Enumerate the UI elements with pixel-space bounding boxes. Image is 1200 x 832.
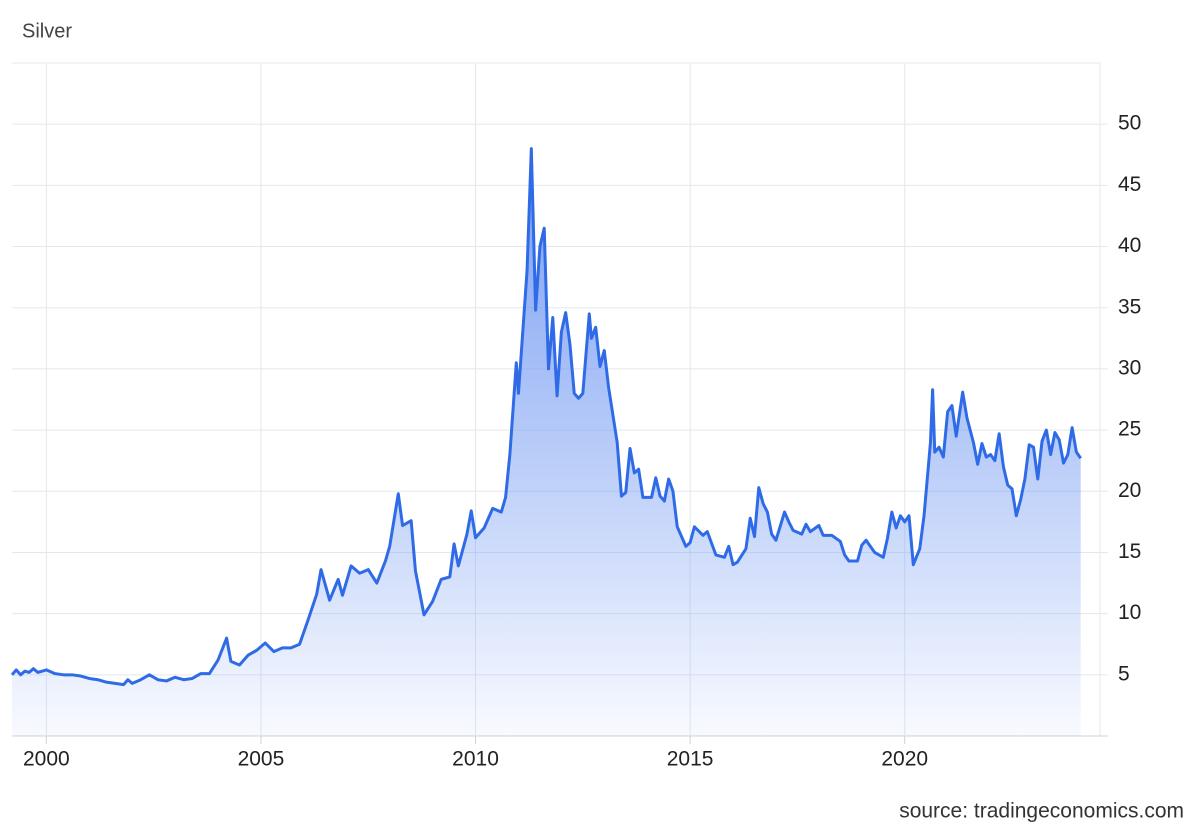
y-tick-label: 5 [1118,662,1130,685]
x-tick-label: 2005 [238,748,285,771]
y-tick-label: 30 [1118,356,1141,379]
y-tick-label: 15 [1118,540,1141,563]
x-tick-label: 2015 [667,748,714,771]
y-tick-label: 50 [1118,112,1141,135]
y-tick-label: 25 [1118,418,1141,441]
y-tick-label: 40 [1118,234,1141,257]
price-line [10,147,1082,687]
x-tick-label: 2020 [881,748,928,771]
area-fill [12,148,1081,736]
x-tick-label: 2000 [23,748,70,771]
source-note: source: tradingeconomics.com [899,800,1184,823]
y-tick-label: 10 [1118,601,1141,624]
y-tick-label: 35 [1118,295,1141,318]
y-tick-label: 20 [1118,479,1141,502]
y-tick-label: 45 [1118,173,1141,196]
chart-title: Silver [22,20,72,42]
x-tick-label: 2010 [452,748,499,771]
